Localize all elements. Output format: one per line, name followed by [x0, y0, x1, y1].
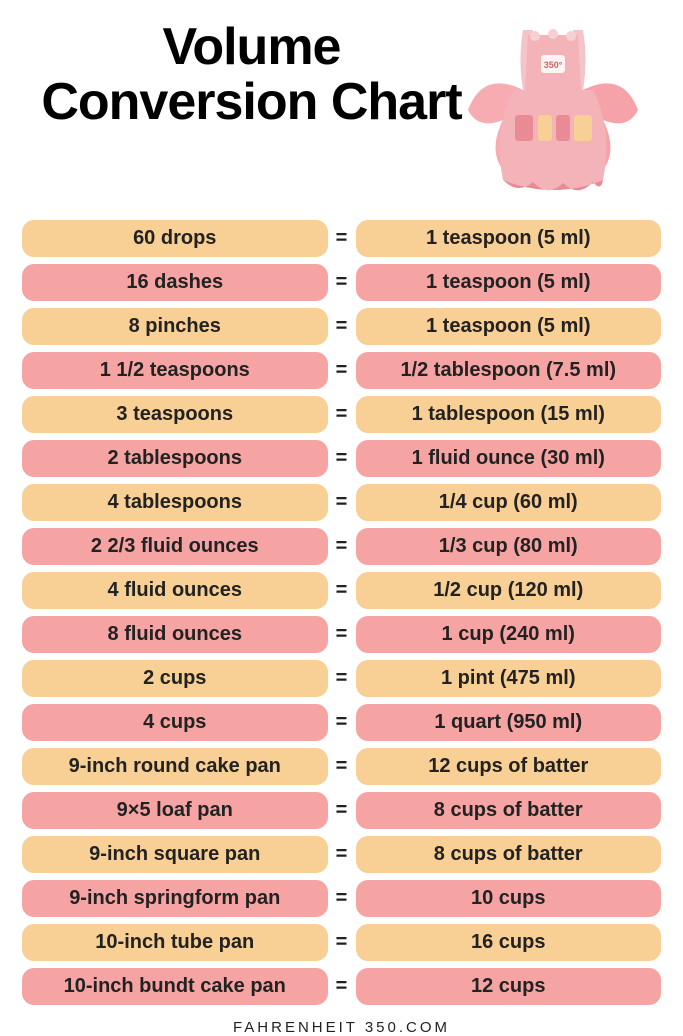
cell-left: 9-inch springform pan	[22, 880, 328, 917]
footer-credit: FAHRENHEIT 350.COM	[0, 1019, 683, 1036]
apron-icon: 350°	[463, 20, 643, 210]
cell-left: 8 pinches	[22, 308, 328, 345]
cell-left: 4 fluid ounces	[22, 572, 328, 609]
table-row: 2 cups=1 pint (475 ml)	[22, 660, 661, 697]
equals-sign: =	[328, 447, 356, 470]
cell-left: 2 cups	[22, 660, 328, 697]
equals-sign: =	[328, 931, 356, 954]
cell-left: 2 tablespoons	[22, 440, 328, 477]
table-row: 8 pinches=1 teaspoon (5 ml)	[22, 308, 661, 345]
equals-sign: =	[328, 535, 356, 558]
equals-sign: =	[328, 227, 356, 250]
equals-sign: =	[328, 887, 356, 910]
equals-sign: =	[328, 579, 356, 602]
equals-sign: =	[328, 667, 356, 690]
equals-sign: =	[328, 359, 356, 382]
table-row: 9-inch square pan=8 cups of batter	[22, 836, 661, 873]
cell-left: 3 teaspoons	[22, 396, 328, 433]
equals-sign: =	[328, 799, 356, 822]
equals-sign: =	[328, 315, 356, 338]
table-row: 1 1/2 teaspoons=1/2 tablespoon (7.5 ml)	[22, 352, 661, 389]
table-row: 9×5 loaf pan=8 cups of batter	[22, 792, 661, 829]
equals-sign: =	[328, 623, 356, 646]
cell-right: 1/4 cup (60 ml)	[356, 484, 662, 521]
cell-left: 60 drops	[22, 220, 328, 257]
cell-left: 9×5 loaf pan	[22, 792, 328, 829]
equals-sign: =	[328, 491, 356, 514]
cell-right: 8 cups of batter	[356, 836, 662, 873]
cell-right: 1 fluid ounce (30 ml)	[356, 440, 662, 477]
cell-right: 1 tablespoon (15 ml)	[356, 396, 662, 433]
equals-sign: =	[328, 271, 356, 294]
conversion-table: 60 drops=1 teaspoon (5 ml)16 dashes=1 te…	[0, 220, 683, 1005]
cell-right: 12 cups	[356, 968, 662, 1005]
equals-sign: =	[328, 975, 356, 998]
cell-right: 1 cup (240 ml)	[356, 616, 662, 653]
cell-left: 2 2/3 fluid ounces	[22, 528, 328, 565]
cell-left: 4 tablespoons	[22, 484, 328, 521]
table-row: 16 dashes=1 teaspoon (5 ml)	[22, 264, 661, 301]
cell-left: 4 cups	[22, 704, 328, 741]
cell-left: 9-inch square pan	[22, 836, 328, 873]
cell-right: 12 cups of batter	[356, 748, 662, 785]
table-row: 4 fluid ounces=1/2 cup (120 ml)	[22, 572, 661, 609]
equals-sign: =	[328, 711, 356, 734]
cell-right: 10 cups	[356, 880, 662, 917]
cell-right: 1/2 cup (120 ml)	[356, 572, 662, 609]
table-row: 2 tablespoons=1 fluid ounce (30 ml)	[22, 440, 661, 477]
table-row: 4 tablespoons=1/4 cup (60 ml)	[22, 484, 661, 521]
cell-left: 10-inch tube pan	[22, 924, 328, 961]
table-row: 9-inch springform pan=10 cups	[22, 880, 661, 917]
header: Volume Conversion Chart 350°	[0, 0, 683, 220]
cell-right: 16 cups	[356, 924, 662, 961]
cell-right: 1 pint (475 ml)	[356, 660, 662, 697]
cell-right: 8 cups of batter	[356, 792, 662, 829]
table-row: 9-inch round cake pan=12 cups of batter	[22, 748, 661, 785]
cell-right: 1 quart (950 ml)	[356, 704, 662, 741]
equals-sign: =	[328, 843, 356, 866]
cell-left: 16 dashes	[22, 264, 328, 301]
cell-right: 1/2 tablespoon (7.5 ml)	[356, 352, 662, 389]
cell-right: 1 teaspoon (5 ml)	[356, 308, 662, 345]
cell-left: 9-inch round cake pan	[22, 748, 328, 785]
cell-left: 1 1/2 teaspoons	[22, 352, 328, 389]
cell-right: 1 teaspoon (5 ml)	[356, 220, 662, 257]
svg-text:350°: 350°	[544, 60, 563, 70]
table-row: 8 fluid ounces=1 cup (240 ml)	[22, 616, 661, 653]
table-row: 10-inch tube pan=16 cups	[22, 924, 661, 961]
table-row: 3 teaspoons=1 tablespoon (15 ml)	[22, 396, 661, 433]
page-title: Volume Conversion Chart	[40, 20, 463, 129]
cell-left: 8 fluid ounces	[22, 616, 328, 653]
cell-left: 10-inch bundt cake pan	[22, 968, 328, 1005]
table-row: 60 drops=1 teaspoon (5 ml)	[22, 220, 661, 257]
equals-sign: =	[328, 403, 356, 426]
table-row: 2 2/3 fluid ounces=1/3 cup (80 ml)	[22, 528, 661, 565]
cell-right: 1/3 cup (80 ml)	[356, 528, 662, 565]
table-row: 10-inch bundt cake pan=12 cups	[22, 968, 661, 1005]
table-row: 4 cups=1 quart (950 ml)	[22, 704, 661, 741]
equals-sign: =	[328, 755, 356, 778]
cell-right: 1 teaspoon (5 ml)	[356, 264, 662, 301]
